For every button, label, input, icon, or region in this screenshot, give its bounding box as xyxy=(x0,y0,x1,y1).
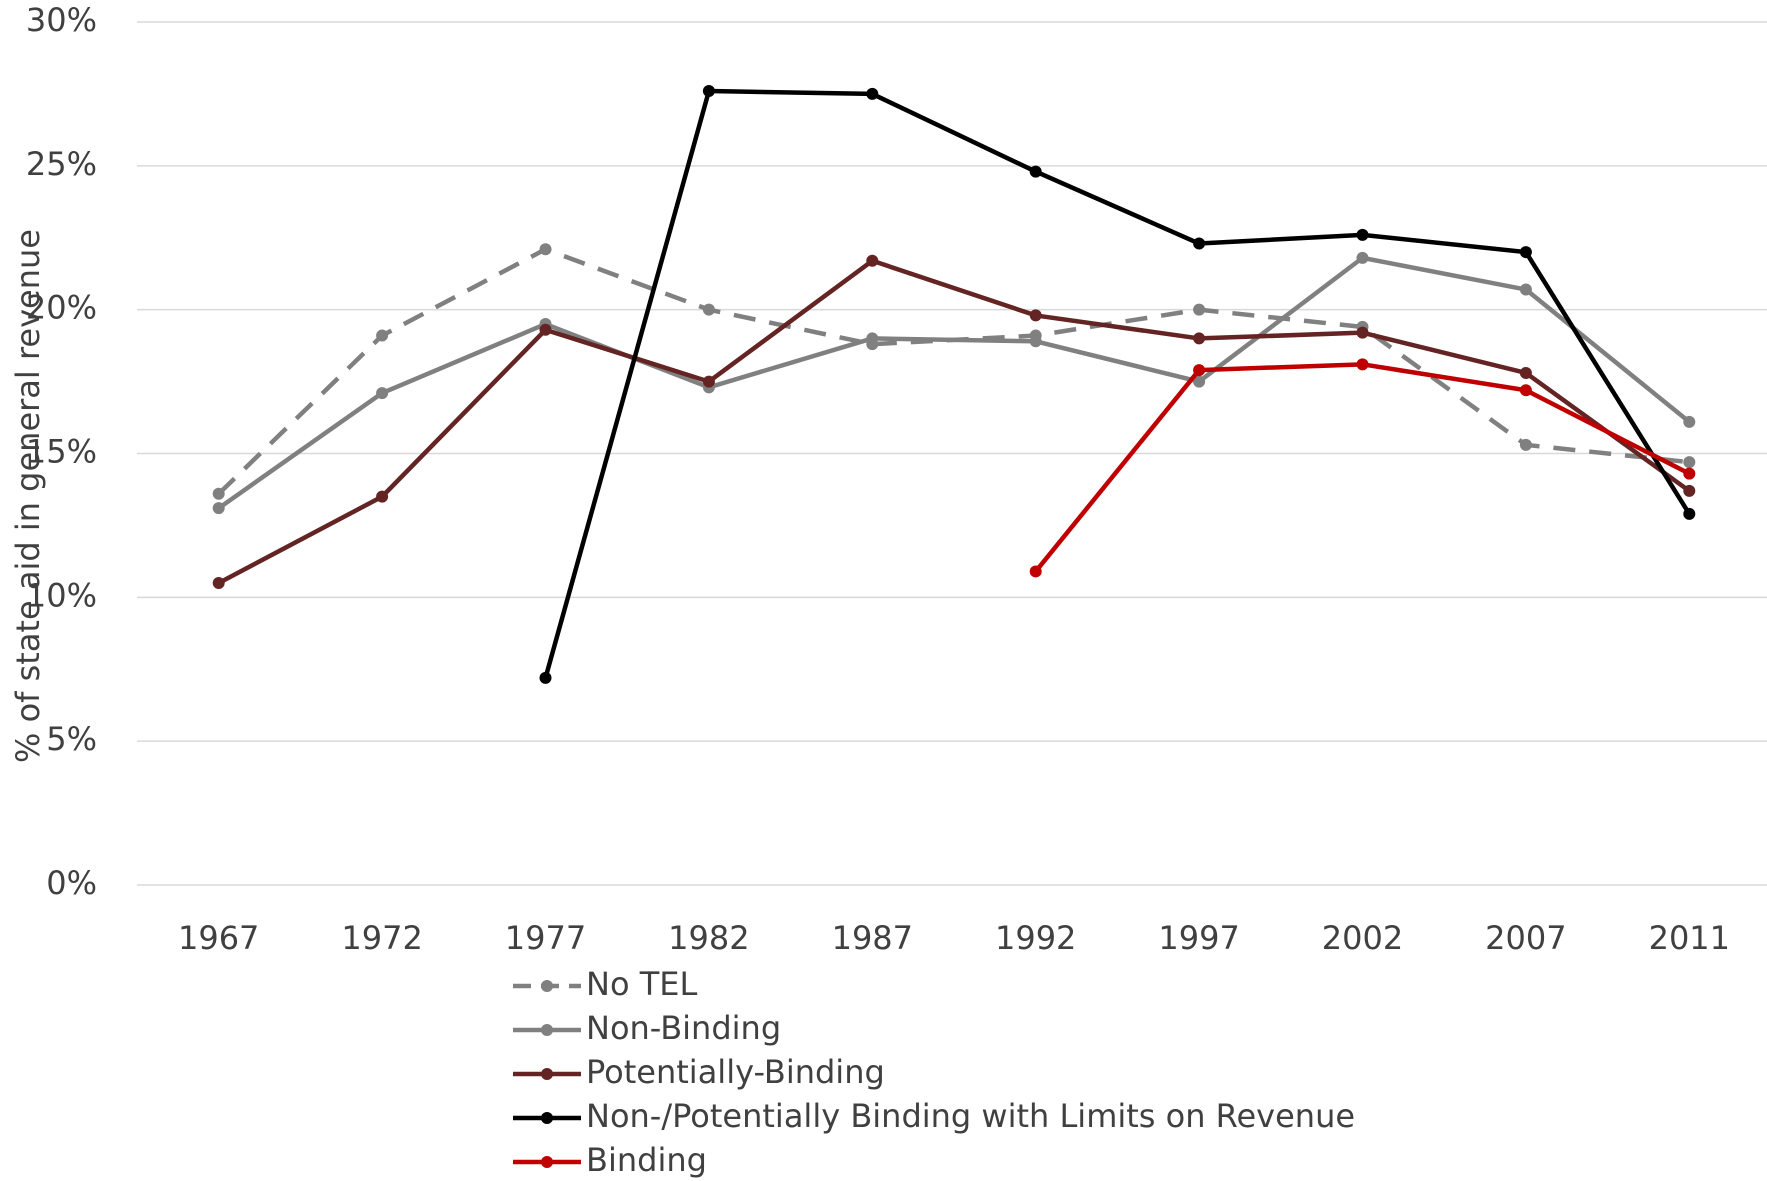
legend-label: Binding xyxy=(586,1141,707,1179)
y-tick-label: 15% xyxy=(26,433,97,471)
x-tick-label: 1987 xyxy=(832,919,913,957)
data-point xyxy=(376,329,389,342)
data-point xyxy=(1519,246,1532,259)
x-tick-label: 1967 xyxy=(178,919,259,957)
data-point xyxy=(1519,366,1532,379)
x-tick-label: 2002 xyxy=(1322,919,1403,957)
legend-marker xyxy=(541,1068,553,1080)
y-tick-label: 5% xyxy=(46,720,97,758)
data-point xyxy=(702,85,715,98)
data-point xyxy=(1193,237,1206,250)
data-point xyxy=(1519,283,1532,296)
data-point xyxy=(866,87,879,100)
data-point xyxy=(539,671,552,684)
legend-marker xyxy=(541,980,553,992)
data-point xyxy=(212,576,225,589)
data-point xyxy=(1683,456,1696,469)
data-point xyxy=(1683,467,1696,480)
data-point xyxy=(702,303,715,316)
data-point xyxy=(1356,251,1369,264)
data-point xyxy=(1356,358,1369,371)
y-tick-label: 10% xyxy=(26,576,97,614)
series-line xyxy=(1033,362,1691,573)
legend-label: Non-Binding xyxy=(586,1009,781,1047)
data-point xyxy=(866,332,879,345)
series-line xyxy=(217,255,1691,510)
series-line xyxy=(543,88,1692,679)
data-point xyxy=(866,254,879,267)
x-tick-label: 1972 xyxy=(341,919,422,957)
data-point xyxy=(212,502,225,515)
data-point xyxy=(1193,375,1206,388)
data-point xyxy=(539,323,552,336)
data-point xyxy=(1683,484,1696,497)
data-point xyxy=(376,387,389,400)
legend-label: No TEL xyxy=(586,965,697,1003)
data-point xyxy=(1029,165,1042,178)
legend-label: Potentially-Binding xyxy=(586,1053,885,1091)
data-point xyxy=(1683,507,1696,520)
x-tick-label: 1992 xyxy=(995,919,1076,957)
y-axis-label: % of state aid in general revenue xyxy=(9,229,47,763)
data-point xyxy=(1356,228,1369,241)
data-point xyxy=(1029,309,1042,322)
data-point xyxy=(539,243,552,256)
y-tick-label: 0% xyxy=(46,864,97,902)
y-tick-label: 25% xyxy=(26,145,97,183)
legend-label: Non-/Potentially Binding with Limits on … xyxy=(586,1097,1355,1135)
data-point xyxy=(1193,364,1206,377)
data-point xyxy=(702,375,715,388)
legend-marker xyxy=(541,1156,553,1168)
data-point xyxy=(212,487,225,500)
data-point xyxy=(1519,438,1532,451)
x-tick-label: 1997 xyxy=(1158,919,1239,957)
data-point xyxy=(1356,326,1369,339)
series-line xyxy=(217,258,1691,585)
x-tick-label: 1982 xyxy=(668,919,749,957)
data-point xyxy=(1683,415,1696,428)
x-tick-label: 1977 xyxy=(505,919,586,957)
x-tick-label: 2011 xyxy=(1649,919,1730,957)
data-point xyxy=(1193,303,1206,316)
y-tick-label: 30% xyxy=(26,1,97,39)
y-tick-label: 20% xyxy=(26,289,97,327)
data-point xyxy=(1519,384,1532,397)
legend-marker xyxy=(541,1024,553,1036)
data-point xyxy=(376,490,389,503)
legend-marker xyxy=(541,1112,553,1124)
data-point xyxy=(1193,332,1206,345)
data-point xyxy=(1029,335,1042,348)
data-point xyxy=(1029,565,1042,578)
x-tick-label: 2007 xyxy=(1485,919,1566,957)
